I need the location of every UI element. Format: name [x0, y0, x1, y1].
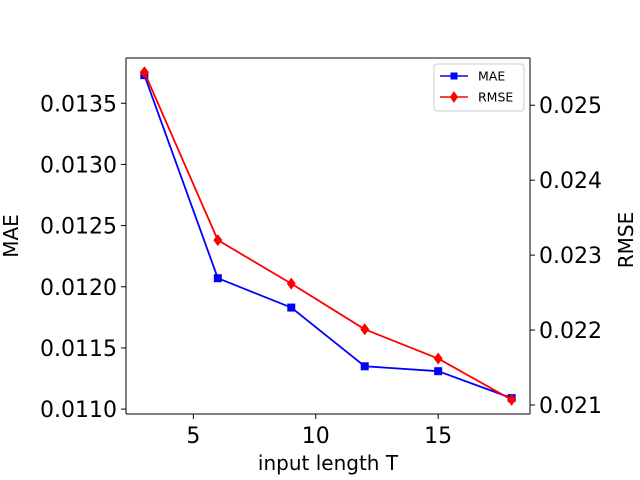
right-y-tick-label: 0.023: [539, 244, 602, 269]
rmse-data-point: [433, 352, 443, 365]
mae-data-point: [213, 274, 222, 283]
rmse-data-point: [139, 66, 149, 79]
mae-data-point: [287, 303, 296, 312]
x-tick-label: 5: [186, 424, 200, 449]
legend-mae-marker: [450, 72, 458, 80]
rmse-data-point: [507, 393, 517, 406]
plot-area: [126, 58, 530, 414]
right-y-tick-label: 0.021: [539, 394, 602, 419]
x-axis-label: input length T: [258, 451, 399, 475]
right-y-tick-label: 0.022: [539, 319, 602, 344]
legend-mae-label: MAE: [478, 69, 505, 84]
left-y-tick-label: 0.0115: [40, 337, 117, 362]
left-y-tick-label: 0.0120: [40, 276, 117, 301]
left-y-tick-label: 0.0110: [40, 398, 117, 423]
x-tick-label: 10: [302, 424, 330, 449]
mae-series-line: [143, 74, 512, 399]
rmse-data-point: [286, 277, 296, 290]
x-tick-label: 15: [424, 424, 452, 449]
rmse-data-point: [360, 323, 370, 336]
left-y-tick-label: 0.0130: [40, 153, 117, 178]
left-y-tick-label: 0.0125: [40, 215, 117, 240]
right-y-axis-label: RMSE: [614, 212, 638, 268]
left-y-tick-label: 0.0135: [40, 92, 117, 117]
rmse-series-line: [143, 71, 513, 401]
right-y-tick-label: 0.024: [539, 169, 602, 194]
left-y-axis-label: MAE: [0, 214, 23, 258]
mae-data-point: [434, 367, 443, 376]
rmse-data-point: [213, 234, 223, 247]
legend-rmse-label: RMSE: [478, 90, 513, 105]
legend: MAE RMSE: [433, 63, 525, 112]
legend-rmse-marker: [450, 91, 458, 103]
mae-data-point: [360, 362, 369, 371]
right-y-tick-label: 0.025: [539, 94, 602, 119]
